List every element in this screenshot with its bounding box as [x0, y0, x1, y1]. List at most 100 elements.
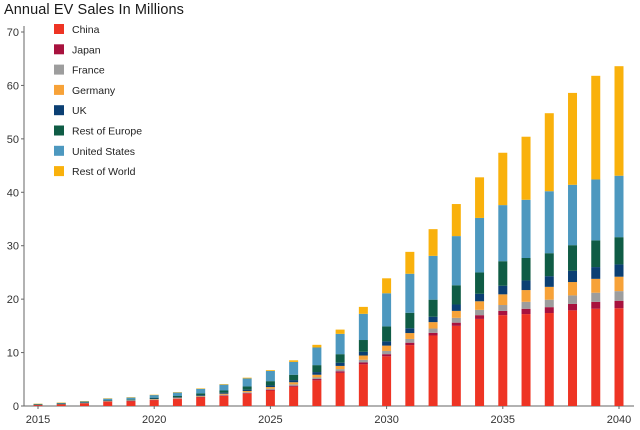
y-tick-label: 50 [7, 134, 19, 146]
legend-swatch [54, 24, 64, 34]
bar-segment [149, 397, 159, 399]
bar-segment [312, 372, 322, 375]
y-tick-label: 30 [7, 241, 19, 253]
bar-segment [475, 272, 485, 294]
bar-segment [521, 258, 531, 281]
bar-segment [405, 328, 415, 334]
bar-segment [568, 92, 578, 185]
bar-segment [56, 402, 66, 404]
bar-segment [103, 398, 113, 401]
bar-segment [265, 370, 275, 372]
bar-segment [196, 395, 206, 397]
bar-segment [219, 390, 229, 393]
bar-segment [172, 397, 182, 399]
x-tick-label: 2025 [258, 414, 282, 426]
bar-segment [591, 292, 601, 302]
bar-segment [544, 191, 554, 254]
legend-label: Germany [72, 85, 116, 97]
bar-segment [358, 355, 368, 360]
bar-segment [382, 354, 392, 357]
bar-segment [382, 278, 392, 294]
bar-segment [289, 360, 299, 362]
bar-segment [498, 310, 508, 316]
bar-segment [498, 285, 508, 295]
bar-segment [79, 401, 89, 403]
bar-segment [196, 397, 206, 406]
bar-segment [544, 113, 554, 192]
legend-swatch [54, 125, 64, 136]
bar-segment [196, 396, 206, 398]
bar-segment [312, 377, 322, 380]
bar-segment [591, 75, 601, 180]
bar-segment [475, 315, 485, 319]
bar-segment [591, 267, 601, 279]
bar-segment [358, 364, 368, 406]
bar-segment [242, 377, 252, 379]
bar-segment [614, 237, 624, 265]
bar-segment [265, 381, 275, 386]
bar-segment [172, 399, 182, 406]
bar-segment [219, 395, 229, 406]
bar-segment [219, 384, 229, 385]
bar-segment [591, 179, 601, 241]
bar-segment [451, 304, 461, 311]
bar-segment [428, 316, 438, 323]
bar-segment [289, 386, 299, 406]
y-tick-label: 10 [7, 348, 19, 360]
bar-segment [544, 313, 554, 406]
bar-segment [498, 294, 508, 306]
bar-segment [149, 400, 159, 406]
bar-segment [521, 199, 531, 259]
x-tick-label: 2035 [491, 414, 515, 426]
bar-segment [475, 217, 485, 273]
bar-segment [149, 398, 159, 400]
bar-segment [544, 276, 554, 287]
bar-segment [126, 399, 136, 400]
bar-segment [451, 310, 461, 318]
bar-segment [335, 333, 345, 355]
bar-segment [219, 395, 229, 396]
bar-segment [405, 333, 415, 339]
legend-swatch [54, 44, 64, 55]
bar-segment [451, 204, 461, 237]
legend-swatch [54, 145, 64, 156]
bar-segment [428, 328, 438, 333]
bar-segment [568, 303, 578, 311]
bar-segment [265, 387, 275, 389]
legend-swatch [54, 105, 64, 116]
chart-title: Annual EV Sales In Millions [4, 2, 185, 18]
bar-segment [219, 392, 229, 394]
legend-label: France [72, 65, 105, 77]
bar-segment [289, 382, 299, 385]
bar-segment [521, 308, 531, 315]
bar-segment [568, 245, 578, 271]
y-tick-label: 40 [7, 187, 19, 199]
bar-segment [498, 305, 508, 311]
bar-segment [126, 401, 136, 406]
bar-segment [614, 66, 624, 176]
bar-segment [242, 386, 252, 390]
bar-segment [475, 309, 485, 316]
bar-segment [172, 392, 182, 397]
bar-segment [405, 338, 415, 343]
bar-segment [265, 371, 275, 382]
bar-segment [428, 322, 438, 329]
bar-segment [428, 299, 438, 317]
bar-segment [358, 306, 368, 314]
bar-segment [382, 356, 392, 406]
bar-segment [335, 362, 345, 366]
bar-segment [382, 350, 392, 355]
legend-swatch [54, 64, 64, 75]
bar-segment [521, 136, 531, 200]
bar-segment [79, 403, 89, 406]
bar-segment [521, 301, 531, 309]
bar-segment [265, 390, 275, 406]
bar-segment [312, 344, 322, 348]
legend-swatch [54, 166, 64, 177]
bar-segment [172, 396, 182, 398]
bar-segment [591, 301, 601, 309]
bar-segment [196, 388, 206, 394]
bar-segment [172, 397, 182, 398]
